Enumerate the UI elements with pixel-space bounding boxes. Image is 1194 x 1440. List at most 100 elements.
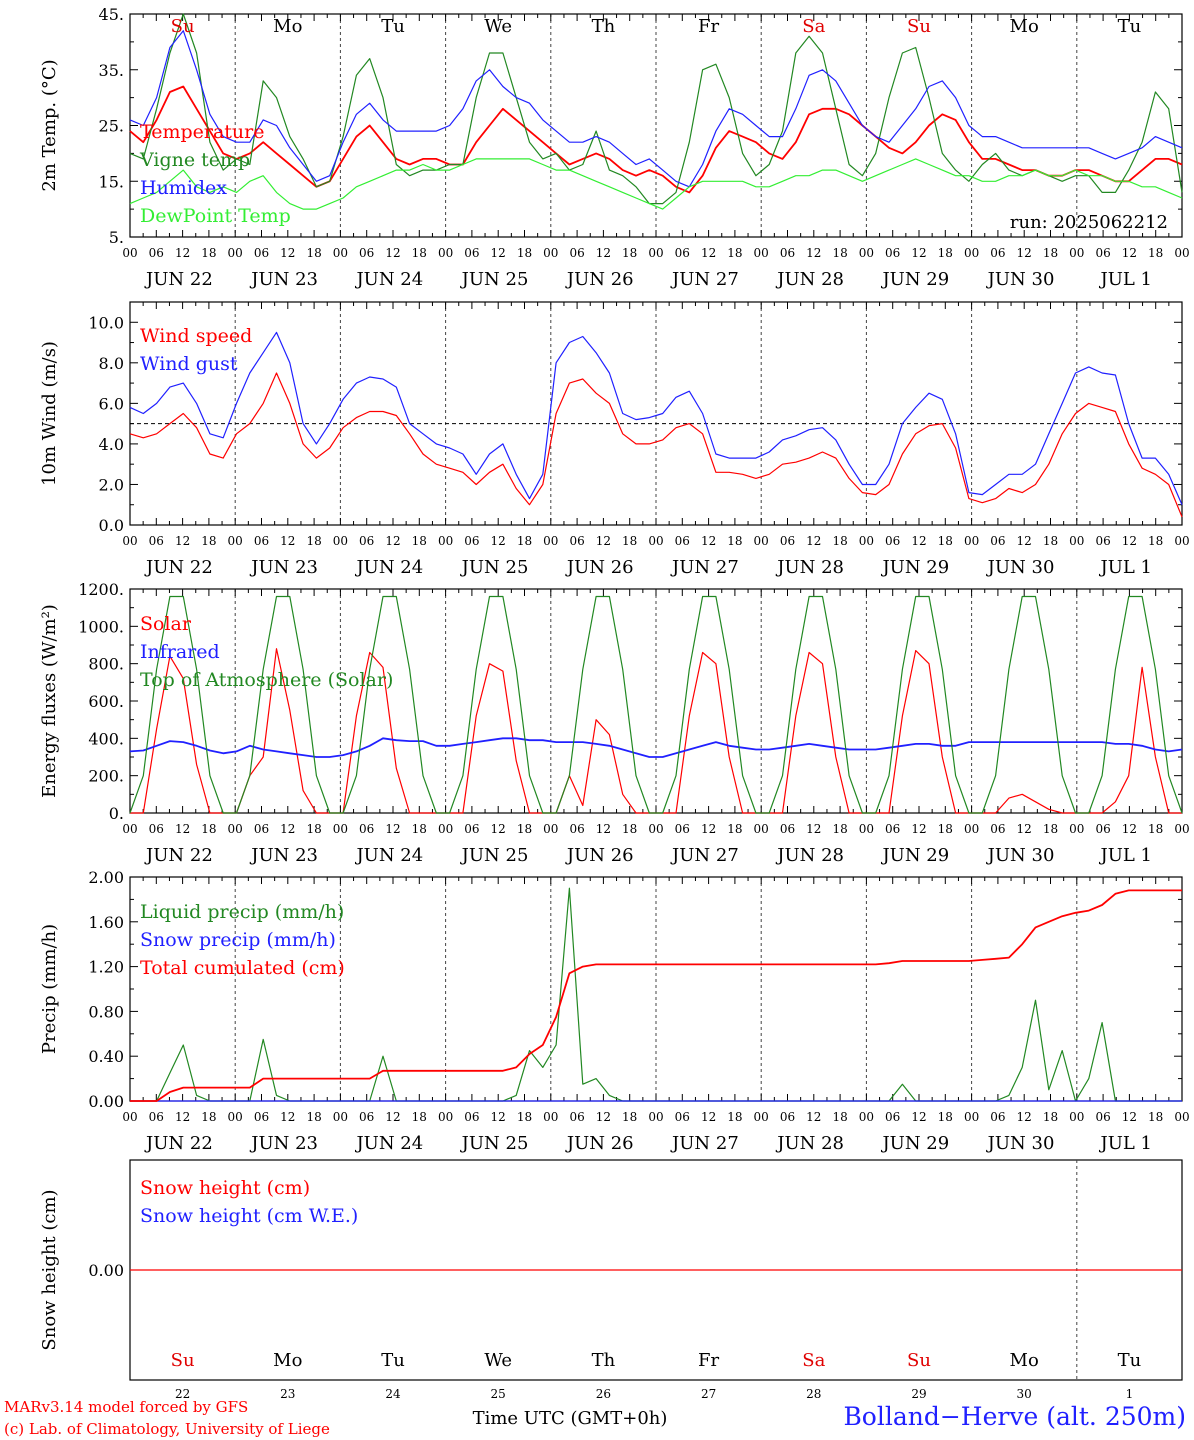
panel1-date-label: JUN 24 bbox=[354, 269, 423, 290]
panel1-y-tick-label: 45. bbox=[99, 5, 124, 24]
panel2-hour-label: 06 bbox=[990, 534, 1005, 548]
panel3-hour-label: 18 bbox=[938, 822, 953, 836]
panel1-series-humidex bbox=[129, 30, 1183, 188]
panel3-date-label: JUN 26 bbox=[565, 845, 634, 866]
panel4-date-label: JUN 29 bbox=[880, 1133, 949, 1154]
panel2-hour-label: 06 bbox=[675, 534, 690, 548]
panel4-hour-label: 06 bbox=[359, 1110, 374, 1124]
panel1-y-tick-label: 35. bbox=[99, 61, 124, 80]
panel1-hour-label: 00 bbox=[543, 246, 558, 260]
day-number-label: 27 bbox=[701, 1387, 716, 1401]
panel1-hour-label: 06 bbox=[780, 246, 795, 260]
panel3-hour-label: 00 bbox=[964, 822, 979, 836]
panel3-hour-label: 18 bbox=[1148, 822, 1163, 836]
panel4-y-tick-label: 0.80 bbox=[88, 1002, 124, 1021]
panel3-hour-label: 18 bbox=[306, 822, 321, 836]
panel4-date-label: JUN 22 bbox=[144, 1133, 213, 1154]
panel4-y-axis-label: Precip (mm/h) bbox=[39, 924, 60, 1054]
day-number-label: 23 bbox=[280, 1387, 295, 1401]
panel4-hour-label: 00 bbox=[333, 1110, 348, 1124]
panel4-hour-label: 00 bbox=[228, 1110, 243, 1124]
day-number-label: 25 bbox=[491, 1387, 506, 1401]
panel1-hour-label: 00 bbox=[859, 246, 874, 260]
panel2-hour-label: 18 bbox=[1043, 534, 1058, 548]
panel1-hour-label: 06 bbox=[885, 246, 900, 260]
bottom-weekday-label: Mo bbox=[273, 1350, 302, 1371]
panel2-hour-label: 18 bbox=[1148, 534, 1163, 548]
panel2-y-tick-label: 8.0 bbox=[99, 354, 124, 373]
panel4-y-tick-label: 0.00 bbox=[88, 1092, 124, 1111]
x-axis-label: Time UTC (GMT+0h) bbox=[473, 1408, 668, 1429]
panel1-hour-label: 12 bbox=[280, 246, 295, 260]
panel3-y-tick-label: 400. bbox=[88, 729, 124, 748]
panel4-date-label: JUN 28 bbox=[775, 1133, 844, 1154]
panel3-date-label: JUN 27 bbox=[670, 845, 739, 866]
panel3-hour-label: 06 bbox=[675, 822, 690, 836]
bottom-weekday-label: Su bbox=[171, 1350, 195, 1371]
panel1-hour-label: 06 bbox=[464, 246, 479, 260]
day-number-label: 29 bbox=[911, 1387, 926, 1401]
credit-lab: (c) Lab. of Climatology, University of L… bbox=[4, 1420, 330, 1438]
panel3-date-label: JUN 25 bbox=[460, 845, 529, 866]
panel2-hour-label: 00 bbox=[122, 534, 137, 548]
panel4-hour-label: 18 bbox=[306, 1110, 321, 1124]
panel5-legend-entry: Snow height (cm W.E.) bbox=[140, 1205, 358, 1227]
weekday-label: Mo bbox=[273, 16, 302, 37]
panel1-hour-label: 12 bbox=[1017, 246, 1032, 260]
panel3-hour-label: 06 bbox=[569, 822, 584, 836]
weekday-label: We bbox=[484, 16, 512, 37]
panel2-hour-label: 00 bbox=[333, 534, 348, 548]
panel4-hour-label: 12 bbox=[1017, 1110, 1032, 1124]
panel4-hour-label: 18 bbox=[622, 1110, 637, 1124]
station-name: Bolland−Herve (alt. 250m) bbox=[843, 1402, 1186, 1431]
day-number-label: 22 bbox=[175, 1387, 190, 1401]
panel1-hour-label: 18 bbox=[832, 246, 847, 260]
panel3-hour-label: 00 bbox=[754, 822, 769, 836]
panel3-hour-label: 12 bbox=[911, 822, 926, 836]
panel1-hour-label: 06 bbox=[1095, 246, 1110, 260]
panel2-hour-label: 18 bbox=[938, 534, 953, 548]
panel4-legend-entry: Liquid precip (mm/h) bbox=[140, 901, 344, 923]
panel1-hour-label: 06 bbox=[359, 246, 374, 260]
panel1-hour-label: 00 bbox=[333, 246, 348, 260]
panel3-date-label: JUN 28 bbox=[775, 845, 844, 866]
panel3-hour-label: 12 bbox=[1017, 822, 1032, 836]
panel4-hour-label: 06 bbox=[149, 1110, 164, 1124]
day-number-label: 24 bbox=[385, 1387, 401, 1401]
panel2-y-tick-label: 4.0 bbox=[99, 435, 124, 454]
panel2-hour-label: 06 bbox=[885, 534, 900, 548]
panel2-hour-label: 00 bbox=[1174, 534, 1189, 548]
panel1-date-label: JUN 28 bbox=[775, 269, 844, 290]
panel4-hour-label: 00 bbox=[1174, 1110, 1189, 1124]
panel4-y-tick-label: 2.00 bbox=[88, 868, 124, 887]
panel2-legend-entry: Wind gust bbox=[140, 353, 238, 375]
panel2-y-tick-label: 2.0 bbox=[99, 475, 124, 494]
panel3-hour-label: 18 bbox=[727, 822, 742, 836]
panel2-hour-label: 12 bbox=[701, 534, 716, 548]
panel4-hour-label: 06 bbox=[569, 1110, 584, 1124]
panel2-hour-label: 00 bbox=[754, 534, 769, 548]
panel3-y-tick-label: 1000. bbox=[78, 617, 124, 636]
panel4-date-label: JUN 23 bbox=[249, 1133, 318, 1154]
panel4-hour-label: 12 bbox=[175, 1110, 190, 1124]
panel4-hour-label: 00 bbox=[1069, 1110, 1084, 1124]
panel3-hour-label: 12 bbox=[280, 822, 295, 836]
panel4-hour-label: 06 bbox=[254, 1110, 269, 1124]
bottom-weekday-label: We bbox=[484, 1350, 512, 1371]
panel2-date-label: JUN 24 bbox=[354, 557, 423, 578]
panel4-date-label: JUN 30 bbox=[986, 1133, 1055, 1154]
panel4-hour-label: 18 bbox=[938, 1110, 953, 1124]
panel1-legend-entry: DewPoint Temp bbox=[140, 205, 291, 227]
panel4-hour-label: 12 bbox=[701, 1110, 716, 1124]
weekday-label: Su bbox=[171, 16, 195, 37]
panel1-legend-entry: Humidex bbox=[140, 177, 227, 199]
panel1-legend-entry: Temperature bbox=[140, 121, 264, 143]
bottom-weekday-label: Su bbox=[907, 1350, 931, 1371]
panel2-legend-entry: Wind speed bbox=[140, 325, 252, 347]
panel4-hour-label: 06 bbox=[990, 1110, 1005, 1124]
panel4-series-total-cumulated-cm bbox=[130, 889, 1182, 1102]
panel1-hour-label: 18 bbox=[938, 246, 953, 260]
panel3-hour-label: 12 bbox=[491, 822, 506, 836]
panel1-hour-label: 06 bbox=[675, 246, 690, 260]
panel4-hour-label: 06 bbox=[464, 1110, 479, 1124]
